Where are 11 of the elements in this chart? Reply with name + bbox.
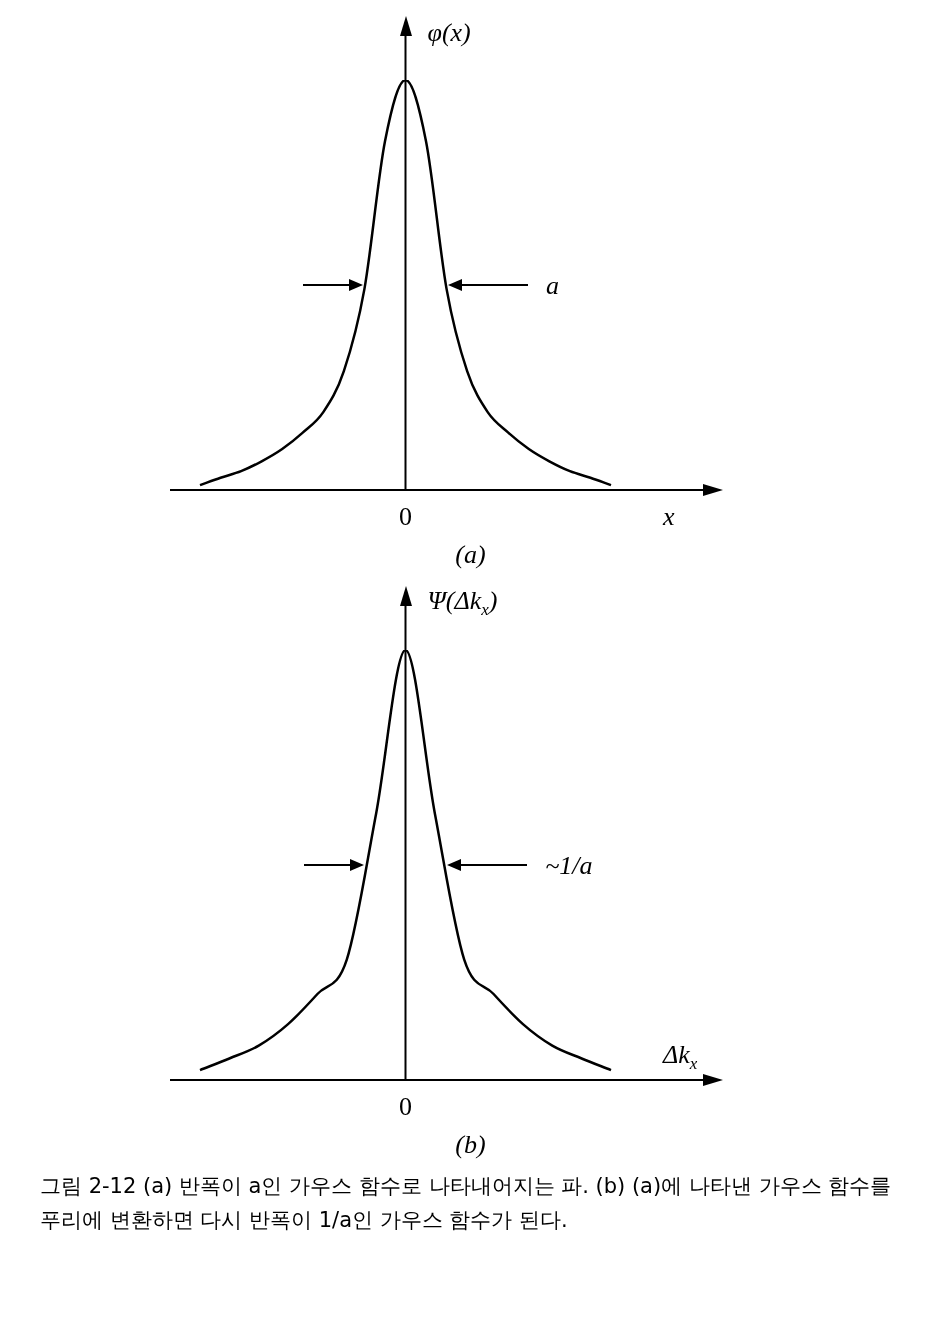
- caption: 그림 2-12 (a) 반폭이 a인 가우스 함수로 나타내어지는 파. (b) (a)에 나타낸 가우스 함수를 푸리에 변환하면 다시 반폭이 1/a인 가우스 함수가 된다.: [40, 1173, 893, 1234]
- text: (a): [454, 540, 487, 570]
- x-axis-title: Δk$_{x}$: [663, 1038, 698, 1074]
- text: 0: [399, 500, 412, 532]
- annotation: a: [546, 269, 560, 301]
- annotation: ~1/a: [545, 849, 593, 881]
- x-axis-title: x: [663, 500, 675, 532]
- text: 0: [399, 1090, 412, 1122]
- y-axis-title: Ψ(Δk$_{x}$): [427, 584, 498, 620]
- text: (b): [454, 1130, 487, 1160]
- y-axis-title: φ(x): [427, 16, 471, 48]
